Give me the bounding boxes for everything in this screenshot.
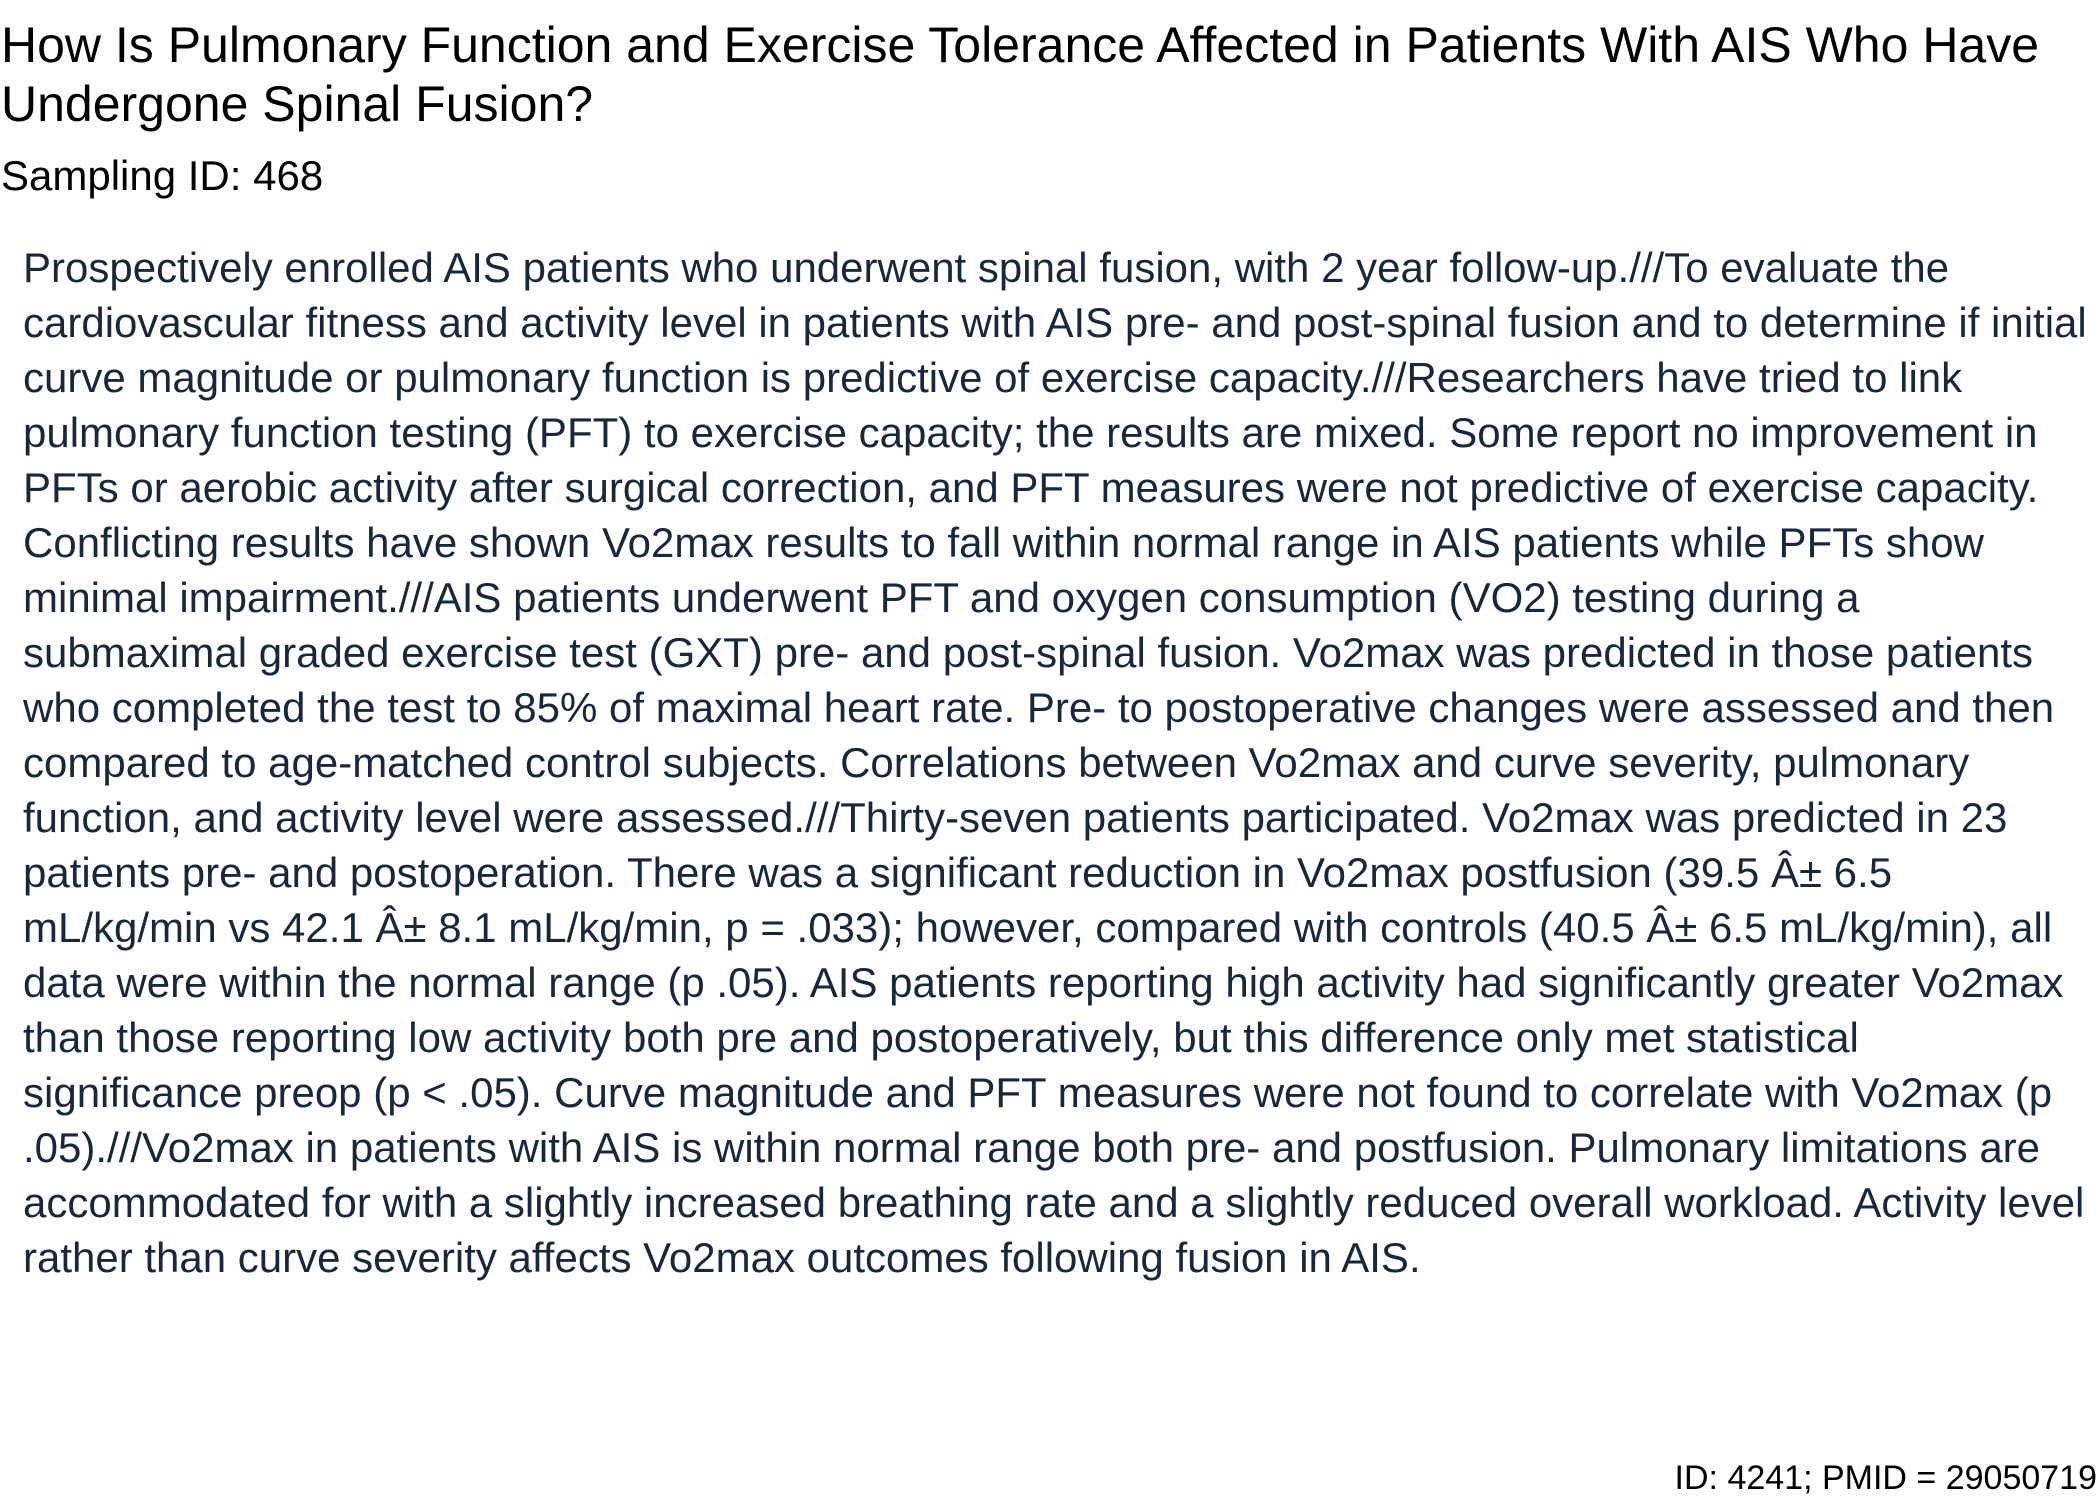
abstract-text: Prospectively enrolled AIS patients who … [23,244,2087,1281]
footer-id: ID: 4241; PMID = 29050719 [1674,1459,2097,1497]
document-title: How Is Pulmonary Function and Exercise T… [1,17,2040,132]
sampling-id: Sampling ID: 468 [1,152,324,199]
